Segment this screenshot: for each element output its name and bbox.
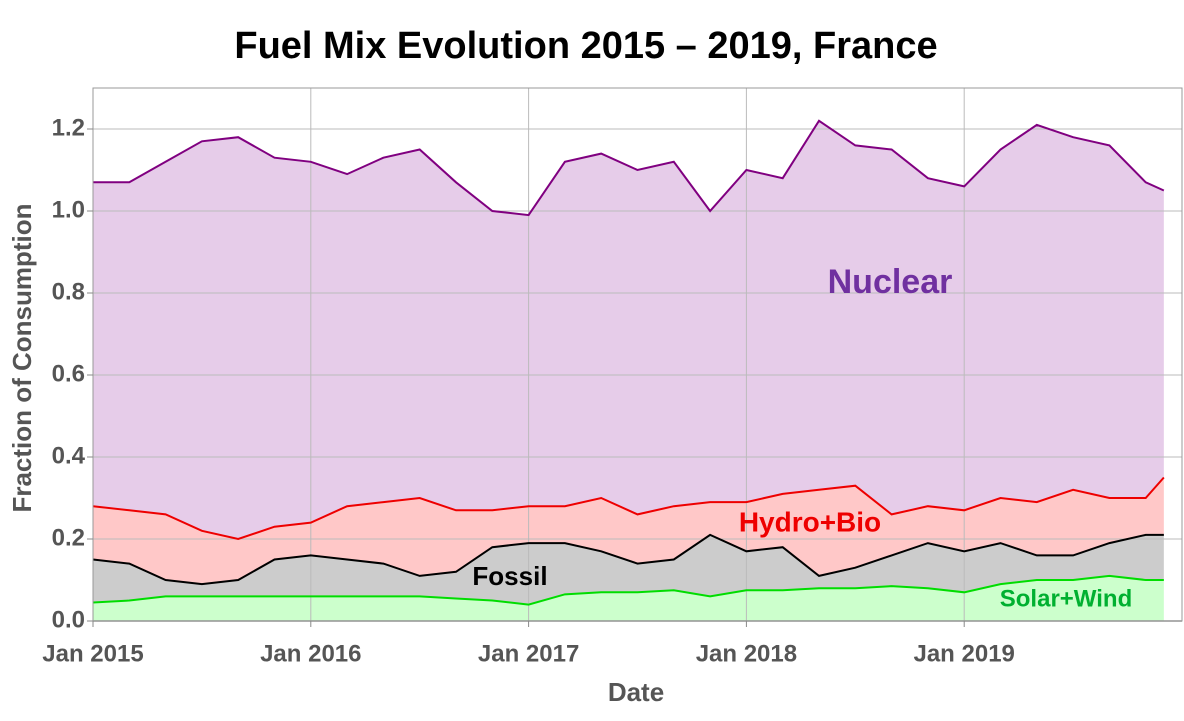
- x-tick-label: Jan 2016: [260, 640, 361, 667]
- y-tick-label: 0.4: [52, 442, 86, 469]
- x-tick-label: Jan 2017: [478, 640, 579, 667]
- series-line: [93, 119, 1165, 217]
- area-fill: [93, 477, 1164, 585]
- series-label: Nuclear: [828, 263, 953, 301]
- series-line: [92, 533, 1164, 586]
- y-tick-label: 0.8: [52, 278, 85, 305]
- series-line: [92, 476, 1165, 541]
- x-tick-label: Jan 2015: [42, 640, 143, 667]
- series-line: [92, 574, 1164, 606]
- series-label: Hydro+Bio: [739, 506, 881, 537]
- series-label: Fossil: [472, 561, 547, 591]
- chart-title: Fuel Mix Evolution 2015 – 2019, France: [234, 25, 937, 67]
- y-tick-label: 1.0: [52, 196, 85, 223]
- y-axis-title: Fraction of Consumption: [7, 203, 37, 512]
- x-axis-title: Date: [608, 677, 664, 707]
- x-tick-label: Jan 2019: [913, 640, 1014, 667]
- series-label: Solar+Wind: [1000, 585, 1132, 612]
- plot-frame: [92, 87, 1183, 622]
- lines: [92, 119, 1165, 606]
- y-tick-label: 0.2: [52, 524, 85, 551]
- x-tick-label: Jan 2018: [696, 640, 797, 667]
- area-fill: [93, 120, 1164, 540]
- area-fill: [93, 534, 1164, 605]
- y-tick-label: 0.0: [52, 606, 85, 633]
- y-tick-label: 1.2: [52, 114, 85, 141]
- y-tick-label: 0.6: [52, 360, 85, 387]
- areas: [93, 120, 1164, 621]
